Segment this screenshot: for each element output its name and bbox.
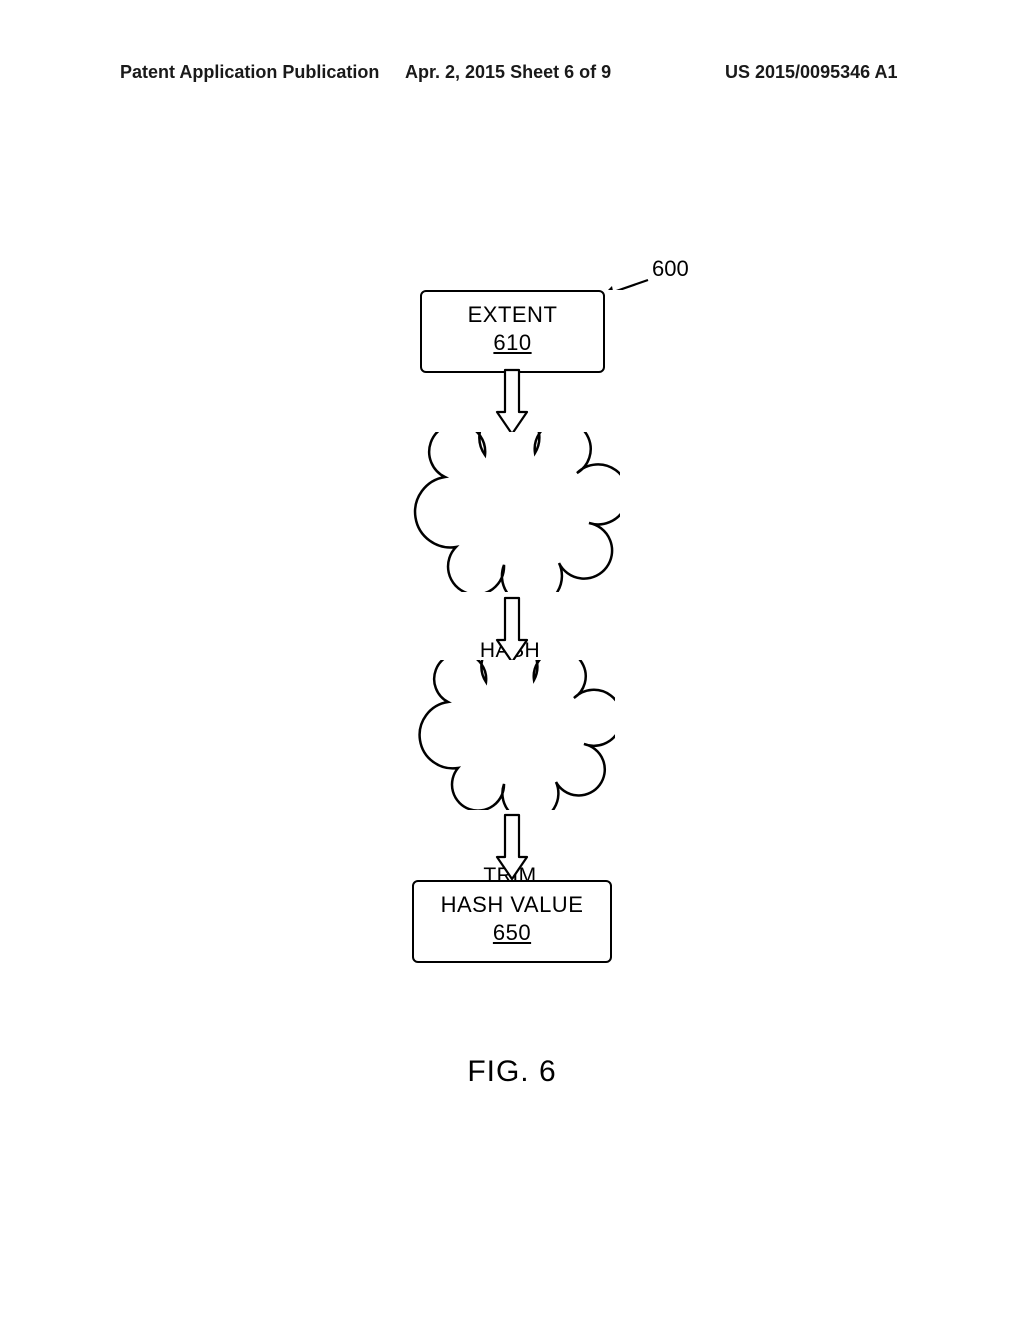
header-publication-number: US 2015/0095346 A1 [725,62,897,83]
node-extent: EXTENT 610 [420,290,605,373]
figure-caption: FIG. 6 [0,1055,1024,1089]
node-hash-value-ref: 650 [428,920,596,946]
cloud-icon [405,660,615,810]
arrow-down-icon [492,813,532,881]
cloud-icon [400,432,620,592]
page: Patent Application Publication Apr. 2, 2… [0,0,1024,1320]
leader-arrow-icon [590,250,710,290]
diagram-reference-leader: 600 [590,250,710,290]
node-hash-function: HASH FUNCTION 620 [400,432,620,592]
header-publication-type: Patent Application Publication [120,62,379,83]
node-trim: TRIM 640 [405,660,615,810]
diagram-reference-number: 600 [652,256,689,282]
arrow-down-icon [492,368,532,436]
node-extent-title: EXTENT [468,302,558,327]
header-date-sheet: Apr. 2, 2015 Sheet 6 of 9 [405,62,611,83]
node-hash-value: HASH VALUE 650 [412,880,612,963]
arrow-down-icon [492,596,532,664]
flow-diagram: 600 EXTENT 610 HASH FUNCTION 620 [350,250,710,950]
node-hash-value-title: HASH VALUE [441,892,584,917]
node-extent-ref: 610 [436,330,589,356]
